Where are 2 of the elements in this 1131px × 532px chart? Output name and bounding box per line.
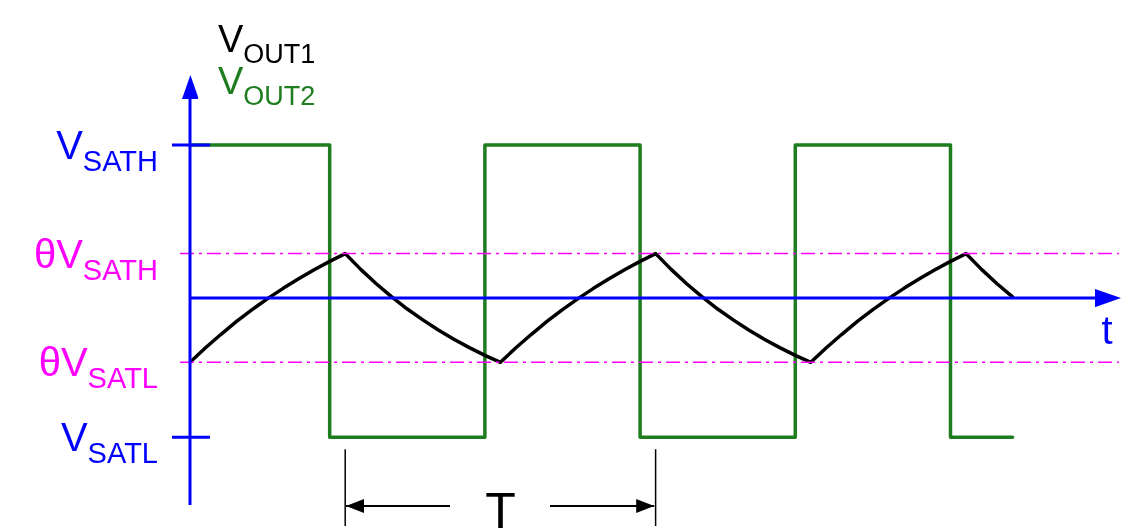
x-axis-title: t (1101, 308, 1113, 352)
text: T (485, 483, 516, 532)
